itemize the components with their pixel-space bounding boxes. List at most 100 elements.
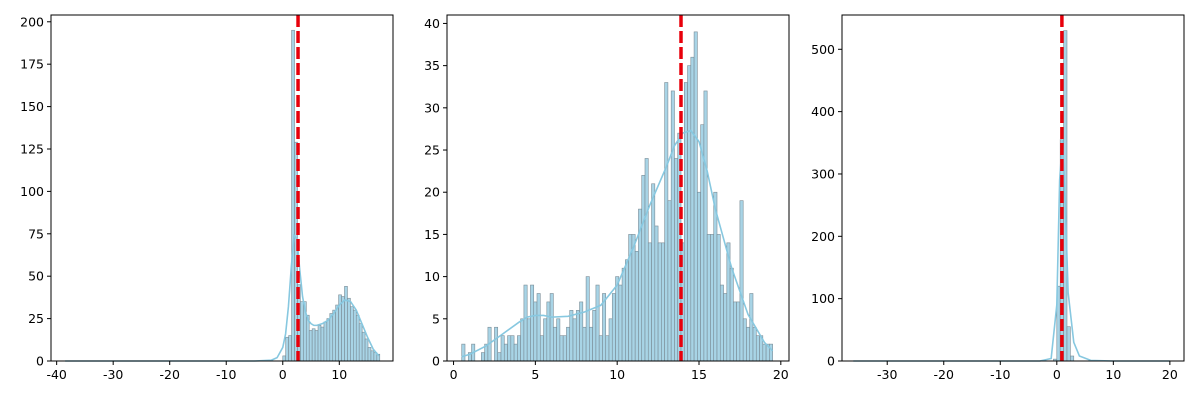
histogram-bar [566, 326, 571, 362]
y-tick-label: 40 [424, 16, 440, 31]
histogram-bar [736, 301, 741, 362]
histogram-bar [332, 309, 336, 362]
histogram-bar [746, 326, 751, 362]
histogram-bar [553, 326, 557, 362]
histogram-bar [517, 335, 521, 362]
histogram-bar [523, 284, 528, 362]
histogram-bar [582, 326, 587, 362]
histogram-bar [314, 330, 319, 362]
histogram-bar [323, 321, 328, 362]
y-tick-label: 5 [432, 311, 440, 326]
histogram-bar [618, 284, 623, 362]
histogram-bar [500, 335, 505, 362]
x-tick-label: 15 [691, 367, 707, 382]
histogram-bar [549, 293, 554, 362]
histogram-bar [308, 330, 313, 362]
histogram-bar [494, 326, 499, 362]
histogram-bar [631, 234, 636, 362]
y-tick-label: 20 [424, 185, 440, 200]
y-tick-label: 200 [811, 229, 835, 244]
histogram-bar [326, 318, 331, 362]
y-tick-label: 0 [827, 354, 835, 369]
y-tick-label: 25 [28, 311, 44, 326]
histogram-bar [1070, 355, 1075, 362]
y-tick-label: 100 [20, 184, 44, 199]
y-tick-label: 175 [20, 57, 44, 72]
histogram-bar [595, 284, 600, 362]
panel-middle: 0 5 10 15 20 0 5 10 15 20 25 30 35 40 [424, 14, 790, 382]
y-tick-label: 35 [424, 58, 440, 73]
y-tick-label: 10 [424, 269, 440, 284]
histogram-bar [611, 293, 616, 362]
histogram-bar [592, 310, 597, 362]
histogram-bar [285, 336, 289, 362]
histogram-bar [706, 234, 711, 362]
y-tick-label: 400 [811, 104, 835, 119]
histogram-bar [335, 304, 339, 362]
histogram-bar [513, 343, 518, 362]
y-tick-label: 0 [432, 354, 440, 369]
histogram-bar [367, 347, 372, 362]
histogram-bar [533, 301, 538, 362]
y-tick-label: 200 [20, 14, 44, 29]
histogram-bar [674, 158, 679, 362]
x-tick-label: 20 [773, 367, 789, 382]
histogram-bar [661, 242, 665, 362]
histogram-bar [536, 293, 541, 362]
histogram-bar [579, 301, 584, 362]
histogram-bar [664, 82, 669, 362]
histogram-bar [546, 301, 551, 362]
histogram-bar [353, 309, 357, 362]
histogram-bars [461, 31, 773, 362]
x-tick-label: -10 [990, 367, 1010, 382]
histogram-bar [605, 335, 610, 362]
histogram-bar [559, 335, 564, 362]
histogram-bar [733, 301, 737, 362]
histogram-bar [729, 267, 734, 362]
x-tick-label: 10 [331, 367, 347, 382]
histogram-bar [497, 352, 502, 362]
y-tick-label: 15 [424, 227, 440, 242]
histogram-bar [320, 326, 325, 362]
histogram-bar [644, 158, 649, 362]
histogram-bar [762, 343, 767, 362]
kde-curve [65, 233, 380, 362]
histogram-bar [311, 328, 316, 362]
histogram-bar [358, 323, 363, 362]
kde-curve [853, 139, 1170, 362]
axes-frame [446, 14, 790, 362]
histogram-bar [556, 318, 561, 362]
y-tick-label: 150 [20, 99, 44, 114]
y-tick-label: 300 [811, 166, 835, 181]
histogram-bar [693, 31, 698, 362]
y-tick-label: 30 [424, 100, 440, 115]
histogram-bar [641, 175, 646, 362]
x-tick-label: 10 [609, 367, 625, 382]
histogram-bar [615, 276, 620, 362]
histogram-bar [350, 306, 354, 362]
histogram-bar [752, 326, 757, 362]
x-tick-label: 5 [531, 367, 539, 382]
histogram-bar [503, 343, 508, 362]
histogram-bar [461, 343, 466, 362]
histogram-bar [282, 355, 287, 362]
histogram-bar [585, 276, 590, 362]
histogram-bar [530, 284, 535, 362]
histogram-bar [344, 286, 348, 362]
histogram-bar [317, 325, 322, 362]
histogram-bar [690, 56, 695, 362]
histogram-bar [710, 234, 715, 362]
histogram-bar [697, 191, 701, 362]
histogram-bar [742, 318, 747, 362]
histogram-bar [364, 338, 369, 362]
y-tick-label: 25 [424, 143, 440, 158]
histogram-bar [608, 318, 613, 362]
histogram-bar [507, 335, 512, 362]
histogram-bar [520, 318, 525, 362]
y-tick-label: 500 [811, 42, 835, 57]
axes-frame [50, 14, 394, 362]
x-tick-label: 20 [1162, 367, 1178, 382]
